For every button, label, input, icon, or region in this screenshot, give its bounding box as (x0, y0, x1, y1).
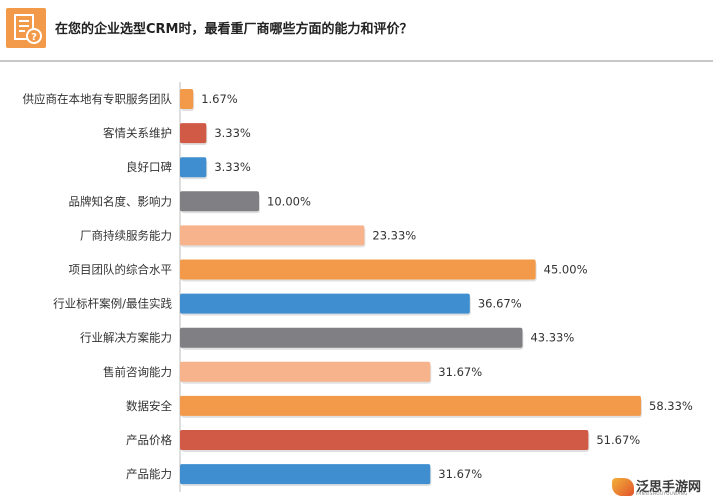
bar (180, 259, 536, 280)
watermark: 泛思手游网 FANSISHOUYOUWANG (612, 476, 712, 498)
value-label: 43.33% (530, 331, 574, 345)
chart-title: 在您的企业选型CRM时，最看重厂商哪些方面的能力和评价？ (55, 22, 413, 37)
category-label: 良好口碑 (126, 160, 172, 174)
category-label: 行业标杆案例/最佳实践 (53, 297, 172, 311)
category-label: 产品能力 (126, 467, 172, 481)
category-label: 售前咨询能力 (103, 365, 172, 379)
bar (180, 191, 260, 212)
category-label: 产品价格 (126, 433, 172, 447)
value-label: 31.67% (438, 467, 482, 481)
bar (180, 123, 207, 144)
category-label: 品牌知名度、影响力 (69, 194, 173, 208)
category-label: 供应商在本地有专职服务团队 (23, 92, 173, 106)
value-label: 45.00% (544, 263, 588, 277)
bar (180, 89, 194, 109)
value-label: 58.33% (649, 399, 693, 413)
bar (180, 225, 365, 246)
watermark-brand: 泛思手游网 (636, 480, 702, 495)
value-label: 3.33% (214, 160, 251, 174)
svg-text:?: ? (31, 32, 37, 43)
bar-chart: 供应商在本地有专职服务团队 1.67% 客情关系维护 3.33% 良好口碑 3.33% 品牌… (23, 82, 693, 492)
value-label: 23.33% (372, 228, 416, 242)
header-divider (0, 60, 713, 62)
watermark-logo-icon (612, 478, 634, 496)
category-label: 客情关系维护 (103, 126, 172, 140)
chart-header: ? 在您的企业选型CRM时，最看重厂商哪些方面的能力和评价？ (0, 0, 713, 62)
value-label: 3.33% (214, 126, 251, 140)
category-label: 厂商持续服务能力 (80, 228, 172, 242)
value-label: 31.67% (438, 365, 482, 379)
value-label: 10.00% (267, 194, 311, 208)
document-question-icon: ? (6, 8, 46, 48)
bar (180, 361, 431, 382)
category-label: 项目团队的综合水平 (69, 263, 173, 277)
bar (180, 327, 523, 348)
value-label: 51.67% (596, 433, 640, 447)
category-label: 数据安全 (126, 399, 172, 413)
bar (180, 395, 641, 416)
bar (180, 157, 207, 178)
value-label: 36.67% (478, 297, 522, 311)
value-label: 1.67% (201, 92, 238, 106)
bar (180, 464, 431, 485)
watermark-sub: FANSISHOUYOUWANG (636, 491, 688, 496)
bar (180, 430, 589, 450)
category-label: 行业解决方案能力 (80, 331, 172, 345)
bar (180, 293, 470, 314)
